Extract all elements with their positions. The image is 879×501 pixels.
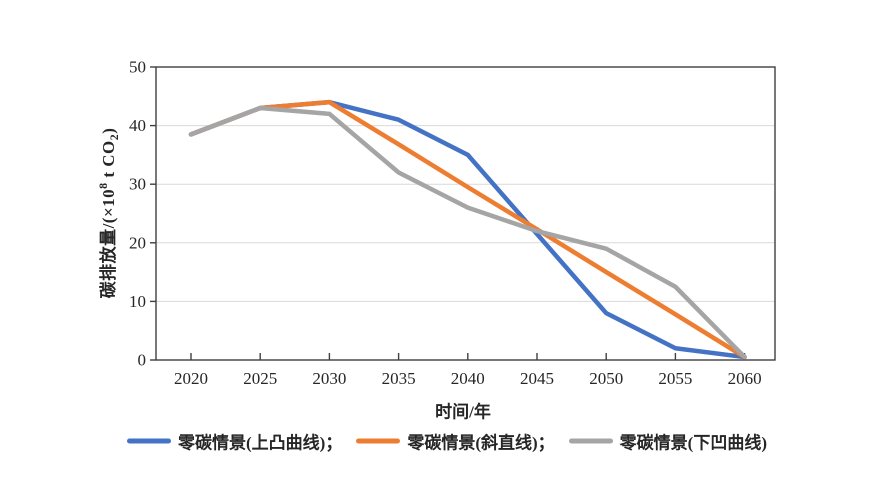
legend-swatch-concave — [568, 438, 613, 444]
legend-label-straight: 零碳情景(斜直线)； — [407, 433, 555, 453]
x-tick-label-2055: 2055 — [658, 369, 692, 388]
x-tick-label-2025: 2025 — [243, 369, 277, 388]
legend-item-convex: 零碳情景(上凸曲线)； — [127, 429, 342, 454]
x-tick-label-2040: 2040 — [451, 369, 485, 388]
legend-swatch-convex — [127, 438, 172, 444]
x-tick-label-2030: 2030 — [312, 369, 346, 388]
legend-item-straight: 零碳情景(斜直线)； — [356, 429, 555, 454]
legend-swatch-straight — [356, 438, 401, 444]
plot-frame — [155, 66, 776, 361]
y-tick-label-0: 0 — [138, 351, 147, 370]
y-tick-label-50: 50 — [129, 58, 146, 77]
y-tick-label-10: 10 — [129, 292, 146, 311]
series-line-0 — [188, 99, 747, 360]
x-tick-label-2035: 2035 — [382, 369, 416, 388]
series-line-2 — [188, 105, 747, 360]
y-tick-label-30: 30 — [129, 175, 146, 194]
y-tick-label-20: 20 — [129, 233, 146, 252]
legend-item-concave: 零碳情景(下凹曲线) — [568, 429, 767, 454]
y-axis-title-prefix: 碳排放量/(×10 — [98, 188, 118, 299]
legend-label-concave: 零碳情景(下凹曲线) — [619, 433, 767, 453]
x-tick-label-2045: 2045 — [520, 369, 554, 388]
y-axis-title-mid: t CO — [98, 140, 118, 183]
x-tick-label-2060: 2060 — [728, 369, 762, 388]
legend-label-convex: 零碳情景(上凸曲线)； — [178, 433, 343, 453]
y-axis-title-subscript: 2 — [107, 133, 122, 141]
y-axis-title-suffix: ) — [98, 127, 118, 134]
series-line-1 — [188, 99, 747, 360]
legend: 零碳情景(上凸曲线)； 零碳情景(斜直线)； 零碳情景(下凹曲线) — [127, 429, 767, 454]
x-tick-label-2020: 2020 — [174, 369, 208, 388]
y-axis-title: 碳排放量/(×108 t CO2) — [94, 128, 122, 299]
y-tick-label-40: 40 — [129, 116, 146, 135]
y-axis-title-superscript: 8 — [96, 182, 111, 189]
x-axis-title: 时间/年 — [435, 402, 491, 422]
x-tick-label-2050: 2050 — [589, 369, 623, 388]
